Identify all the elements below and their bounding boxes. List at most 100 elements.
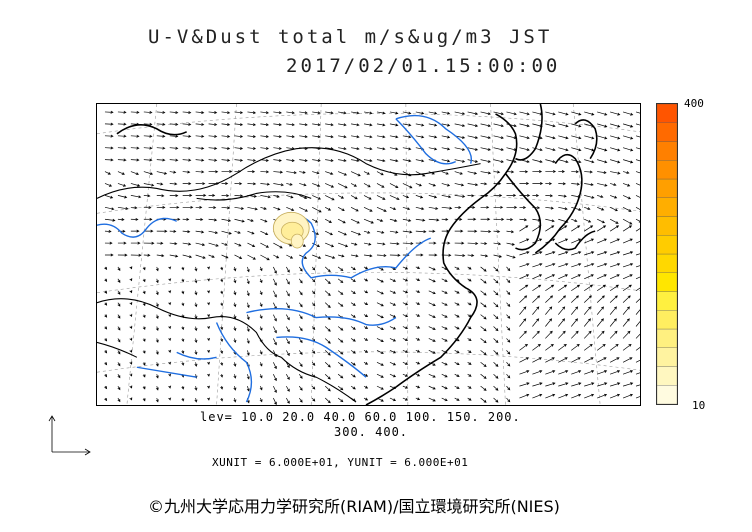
- wind-vector: [635, 307, 640, 315]
- wind-vector: [298, 397, 303, 403]
- wind-vector: [597, 111, 608, 116]
- wind-vector: [338, 111, 347, 115]
- wind-vector: [402, 183, 413, 189]
- wind-vector: [208, 206, 217, 210]
- wind-vector: [234, 206, 245, 210]
- rivers: [97, 114, 473, 403]
- wind-vector: [493, 290, 499, 296]
- wind-vector: [596, 318, 604, 327]
- wind-vector: [208, 242, 219, 247]
- wind-vector: [143, 146, 153, 150]
- wind-vector: [428, 183, 437, 187]
- wind-vector: [130, 217, 139, 221]
- wind-vector: [169, 254, 179, 258]
- wind-vector: [207, 337, 211, 342]
- wind-vector: [155, 397, 159, 403]
- wind-vector: [260, 218, 268, 223]
- wind-vector: [415, 183, 422, 187]
- wind-vector: [428, 253, 438, 257]
- wind-vector: [234, 158, 244, 162]
- wind-vector: [273, 278, 277, 286]
- wind-vector: [337, 362, 344, 367]
- wind-vector: [194, 278, 198, 284]
- wind-vector: [532, 343, 541, 351]
- wind-vector: [441, 338, 448, 342]
- wind-vector: [220, 278, 224, 283]
- wind-vector: [597, 159, 608, 164]
- wind-vector: [363, 397, 369, 401]
- wind-vector: [493, 362, 499, 367]
- wind-vector: [389, 218, 398, 222]
- wind-vector: [402, 206, 411, 211]
- wind-vector: [519, 218, 528, 222]
- wind-vector: [350, 338, 356, 342]
- wind-vector: [402, 290, 409, 294]
- wind-vector: [467, 373, 472, 377]
- wind-vector: [260, 146, 269, 150]
- wind-vector: [220, 362, 224, 366]
- wind-vector: [506, 362, 511, 367]
- wind-vector: [221, 122, 231, 126]
- wind-vector: [168, 278, 172, 282]
- wind-vector: [351, 123, 360, 127]
- wind-vector: [584, 357, 594, 363]
- wind-vector: [571, 357, 581, 363]
- wind-vector: [506, 205, 518, 209]
- wind-vector: [376, 326, 384, 331]
- wind-vector: [635, 111, 640, 114]
- wind-vector: [415, 159, 425, 163]
- wind-vector: [221, 242, 228, 246]
- wind-vector: [169, 122, 179, 126]
- wind-vector: [571, 123, 582, 128]
- wind-vector: [337, 218, 346, 224]
- wind-vector: [558, 295, 566, 303]
- wind-vector: [221, 170, 233, 174]
- wind-vector: [182, 170, 191, 174]
- wind-vector: [129, 397, 133, 401]
- wind-vector: [428, 123, 438, 127]
- wind-vector: [298, 290, 303, 296]
- wind-vector: [207, 278, 211, 282]
- wind-vector: [441, 206, 453, 210]
- wind-vector: [622, 330, 631, 339]
- wind-vector: [622, 295, 631, 303]
- wind-vector: [558, 111, 569, 116]
- wind-vector: [363, 314, 369, 317]
- wind-vector: [609, 370, 621, 375]
- wind-vector: [454, 159, 466, 163]
- wind-vector: [635, 319, 640, 327]
- wind-vector: [286, 314, 290, 321]
- wind-vector: [104, 397, 108, 402]
- wind-vector: [234, 230, 241, 234]
- wind-vector: [558, 357, 568, 363]
- wind-vector: [493, 229, 501, 233]
- wind-vector: [299, 207, 308, 212]
- wind-vector: [545, 147, 556, 152]
- wind-vector: [597, 218, 606, 224]
- wind-vector: [545, 251, 556, 256]
- wind-vector: [169, 205, 180, 209]
- wind-vector: [247, 146, 257, 150]
- wind-vector: [325, 111, 334, 115]
- wind-vector: [156, 134, 166, 138]
- wind-vector: [247, 218, 254, 222]
- wind-vector: [558, 194, 567, 198]
- wind-vector: [104, 290, 108, 294]
- wind-vector: [389, 302, 397, 306]
- wind-vector: [441, 123, 451, 127]
- wind-vector: [415, 302, 421, 305]
- wind-vector: [532, 111, 543, 116]
- wind-vector: [234, 254, 243, 260]
- wind-vector: [286, 206, 295, 212]
- wind-vector: [532, 330, 540, 339]
- wind-vector: [325, 135, 334, 139]
- wind-vector: [207, 302, 211, 306]
- wind-vector: [363, 385, 369, 389]
- wind-vector: [493, 205, 504, 209]
- wind-vector: [143, 122, 153, 126]
- wind-vector: [104, 253, 114, 257]
- wind-vector: [532, 194, 540, 197]
- wind-vector: [402, 338, 409, 341]
- wind-vector: [545, 370, 556, 375]
- wind-vector: [130, 110, 140, 114]
